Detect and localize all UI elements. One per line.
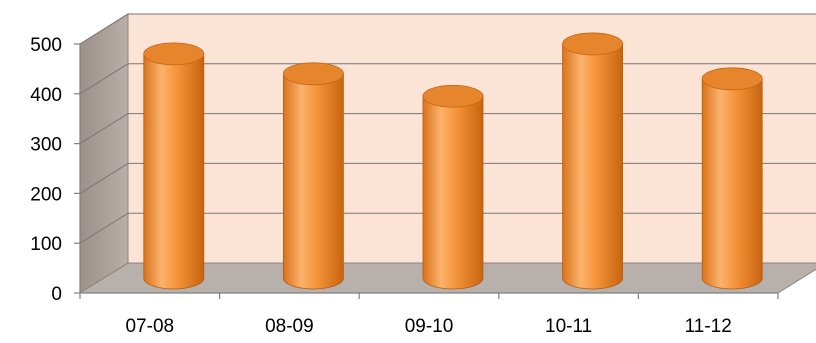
bar-body <box>701 78 763 290</box>
bar-cylinder-09-10 <box>422 84 484 290</box>
y-tick-label: 200 <box>30 184 62 205</box>
bar-cylinder-10-11 <box>562 32 623 290</box>
bar-top <box>143 42 205 66</box>
y-tick-label: 400 <box>30 85 62 106</box>
bar-top <box>701 67 763 91</box>
y-tick-label: 500 <box>30 35 62 56</box>
bar-cylinder-08-09 <box>282 62 344 290</box>
x-category-label: 08-09 <box>265 316 314 337</box>
y-tick-label: 0 <box>51 284 62 305</box>
y-tick-label: 100 <box>30 234 62 255</box>
x-category-label: 09-10 <box>405 316 454 337</box>
bar-body <box>283 73 344 290</box>
bar-cylinder-07-08 <box>143 42 205 290</box>
bar-body <box>143 53 205 290</box>
bar-top <box>282 62 344 86</box>
x-category-label: 11-12 <box>685 316 732 337</box>
bar-body <box>422 95 484 290</box>
x-category-label: 10-11 <box>545 316 592 337</box>
y-tick-label: 300 <box>30 135 62 156</box>
bar-top <box>562 32 623 56</box>
side-wall <box>79 13 129 294</box>
gridline <box>79 13 816 45</box>
bar-body <box>562 43 623 290</box>
bar-cylinder-11-12 <box>701 67 763 290</box>
x-category-label: 07-08 <box>125 316 174 337</box>
bar-top <box>422 84 484 108</box>
